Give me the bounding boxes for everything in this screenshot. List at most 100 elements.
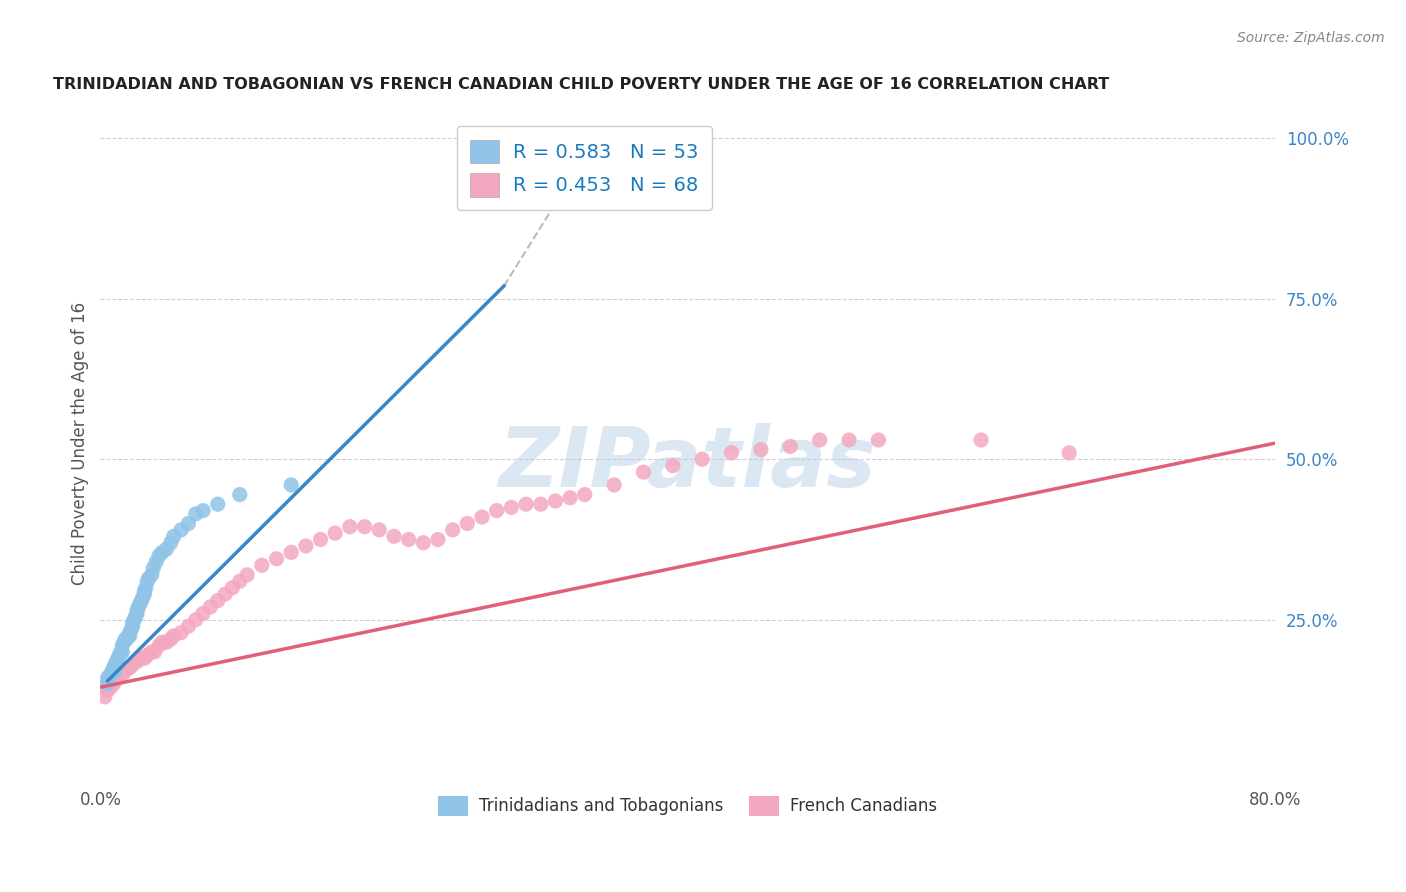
Point <box>266 551 288 566</box>
Point <box>574 487 596 501</box>
Point <box>207 593 229 607</box>
Point <box>323 526 346 541</box>
Point <box>114 664 136 678</box>
Point <box>136 574 159 589</box>
Y-axis label: Child Poverty Under the Age of 16: Child Poverty Under the Age of 16 <box>72 301 89 585</box>
Point <box>250 558 273 573</box>
Point <box>441 523 464 537</box>
Point <box>121 657 143 672</box>
Point <box>129 597 152 611</box>
Point <box>229 574 252 589</box>
Point <box>103 677 125 691</box>
Point <box>280 478 302 492</box>
Point <box>97 677 120 691</box>
Point <box>111 639 134 653</box>
Point <box>100 667 122 681</box>
Point <box>104 673 127 688</box>
Point <box>101 664 124 678</box>
Point <box>177 516 200 531</box>
Point <box>544 494 567 508</box>
Point <box>131 593 153 607</box>
Point <box>485 503 508 517</box>
Point <box>121 619 143 633</box>
Point <box>120 623 142 637</box>
Point <box>501 500 523 515</box>
Point <box>97 673 120 688</box>
Point <box>163 529 186 543</box>
Point <box>170 625 193 640</box>
Point <box>184 507 207 521</box>
Point <box>427 533 450 547</box>
Point <box>134 583 156 598</box>
Point <box>148 549 170 563</box>
Text: ZIPatlas: ZIPatlas <box>499 423 876 504</box>
Point <box>110 645 132 659</box>
Point <box>125 655 148 669</box>
Point <box>412 535 434 549</box>
Point <box>108 648 131 662</box>
Point <box>191 607 214 621</box>
Point <box>170 523 193 537</box>
Point <box>122 613 145 627</box>
Point <box>970 433 993 447</box>
Point <box>129 651 152 665</box>
Point <box>309 533 332 547</box>
Point <box>339 519 361 533</box>
Point <box>690 452 713 467</box>
Point <box>501 151 523 165</box>
Point <box>115 661 138 675</box>
Point <box>134 587 156 601</box>
Point <box>138 571 160 585</box>
Point <box>111 645 134 659</box>
Point <box>97 671 120 685</box>
Point <box>114 632 136 646</box>
Point <box>125 607 148 621</box>
Point <box>143 645 166 659</box>
Point <box>121 615 143 630</box>
Point <box>100 680 122 694</box>
Point <box>105 655 128 669</box>
Point <box>142 561 165 575</box>
Point <box>868 433 890 447</box>
Point <box>128 599 150 614</box>
Point <box>558 491 581 505</box>
Point <box>118 629 141 643</box>
Point <box>236 567 259 582</box>
Point <box>111 667 134 681</box>
Point <box>104 657 127 672</box>
Point <box>530 497 553 511</box>
Text: TRINIDADIAN AND TOBAGONIAN VS FRENCH CANADIAN CHILD POVERTY UNDER THE AGE OF 16 : TRINIDADIAN AND TOBAGONIAN VS FRENCH CAN… <box>53 78 1109 93</box>
Point <box>214 587 236 601</box>
Point <box>808 433 831 447</box>
Point <box>159 535 181 549</box>
Point <box>104 664 127 678</box>
Point <box>353 519 375 533</box>
Point <box>398 533 420 547</box>
Point <box>135 581 157 595</box>
Point <box>207 497 229 511</box>
Point <box>115 632 138 646</box>
Point <box>280 545 302 559</box>
Point <box>108 667 131 681</box>
Point <box>117 629 139 643</box>
Point <box>150 635 173 649</box>
Point <box>118 661 141 675</box>
Point <box>200 599 222 614</box>
Point <box>177 619 200 633</box>
Point <box>603 478 626 492</box>
Point <box>163 629 186 643</box>
Point <box>132 591 155 605</box>
Point <box>112 635 135 649</box>
Point <box>191 503 214 517</box>
Point <box>155 542 177 557</box>
Point <box>159 632 181 646</box>
Point <box>382 529 405 543</box>
Point <box>103 661 125 675</box>
Point <box>838 433 860 447</box>
Point <box>104 661 127 675</box>
Point <box>779 439 801 453</box>
Point <box>134 651 156 665</box>
Point <box>515 497 537 511</box>
Point <box>456 516 478 531</box>
Point <box>107 671 129 685</box>
